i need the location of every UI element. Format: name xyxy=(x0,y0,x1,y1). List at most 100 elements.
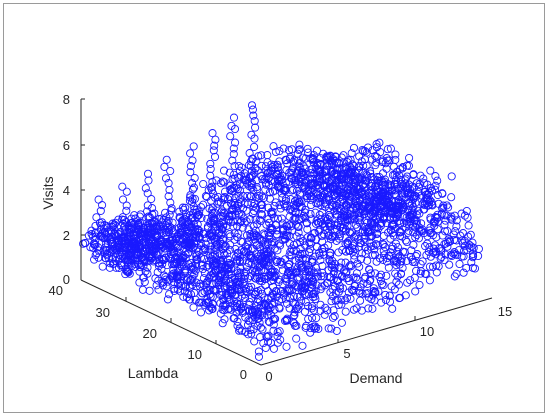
data-point xyxy=(244,283,253,292)
data-point xyxy=(274,214,283,223)
data-point xyxy=(359,181,368,190)
data-point xyxy=(263,332,272,341)
data-point xyxy=(462,263,471,273)
data-point xyxy=(191,266,200,275)
data-point xyxy=(215,276,224,285)
data-point xyxy=(91,251,100,260)
data-point xyxy=(114,256,123,265)
data-point xyxy=(224,305,233,314)
data-point xyxy=(140,277,149,287)
data-point xyxy=(207,206,216,215)
data-point xyxy=(277,257,286,267)
data-point xyxy=(395,219,405,228)
data-point xyxy=(463,213,472,222)
data-point xyxy=(240,293,250,302)
data-point xyxy=(384,263,393,272)
data-point xyxy=(425,262,434,271)
data-point xyxy=(381,290,390,299)
data-point xyxy=(139,224,148,233)
data-point xyxy=(277,295,286,304)
data-point xyxy=(330,185,339,194)
data-point xyxy=(346,246,355,255)
data-point xyxy=(325,251,335,260)
data-point xyxy=(244,330,253,339)
data-point xyxy=(231,138,240,147)
data-point xyxy=(269,315,278,324)
data-point xyxy=(186,149,195,158)
data-point xyxy=(122,206,131,215)
data-point xyxy=(240,271,250,280)
data-point xyxy=(385,291,394,300)
data-point xyxy=(390,256,399,265)
data-point xyxy=(396,218,405,227)
data-point xyxy=(286,286,295,295)
data-point xyxy=(352,304,361,313)
data-point xyxy=(314,227,323,236)
data-point xyxy=(216,255,225,265)
data-point xyxy=(181,203,190,212)
data-point xyxy=(293,156,302,165)
data-point xyxy=(183,249,193,258)
x-axis-label: Demand xyxy=(350,370,403,386)
data-point xyxy=(342,294,352,303)
data-point xyxy=(292,334,301,343)
data-point xyxy=(289,292,298,301)
data-point xyxy=(318,237,327,246)
data-point xyxy=(366,169,375,178)
data-point xyxy=(264,231,274,240)
data-point xyxy=(368,209,378,218)
data-point xyxy=(252,176,261,185)
data-point xyxy=(308,313,317,323)
x-tick-label: 0 xyxy=(265,369,272,384)
data-point xyxy=(285,177,294,186)
data-point xyxy=(219,166,229,175)
data-point xyxy=(239,180,248,189)
data-point xyxy=(447,215,456,224)
data-point xyxy=(444,203,453,212)
data-point xyxy=(240,252,249,261)
data-point xyxy=(218,177,227,186)
data-point xyxy=(322,152,331,161)
data-point xyxy=(289,279,298,288)
data-point xyxy=(206,164,215,174)
data-point xyxy=(247,130,256,139)
data-point xyxy=(195,234,204,243)
data-point xyxy=(455,259,464,269)
data-point xyxy=(235,300,244,309)
data-point xyxy=(398,247,408,256)
data-point xyxy=(346,294,355,303)
data-point xyxy=(250,307,260,316)
data-point xyxy=(268,207,277,216)
data-point xyxy=(344,175,353,184)
data-point xyxy=(408,182,417,191)
data-point xyxy=(394,280,403,289)
data-point xyxy=(337,318,346,327)
data-point xyxy=(256,200,266,209)
data-point xyxy=(283,286,292,295)
data-point xyxy=(143,189,152,198)
data-point xyxy=(192,205,201,214)
data-point xyxy=(336,263,345,272)
data-point xyxy=(392,258,402,267)
data-point xyxy=(252,183,261,192)
data-point xyxy=(449,249,458,258)
data-point xyxy=(378,169,388,178)
data-point xyxy=(281,294,290,303)
data-point xyxy=(360,209,369,219)
data-point xyxy=(467,258,476,267)
data-point xyxy=(168,236,177,245)
data-point xyxy=(376,148,385,157)
data-point xyxy=(162,282,171,291)
data-point xyxy=(221,290,231,299)
data-point xyxy=(390,171,399,180)
data-point xyxy=(297,181,306,190)
data-point xyxy=(264,331,273,340)
data-point xyxy=(387,206,396,215)
data-point xyxy=(252,231,261,240)
data-point xyxy=(257,204,267,213)
data-point xyxy=(405,211,414,220)
data-point xyxy=(331,210,340,219)
data-point xyxy=(307,234,316,243)
data-point xyxy=(273,332,282,341)
data-point xyxy=(165,254,175,263)
